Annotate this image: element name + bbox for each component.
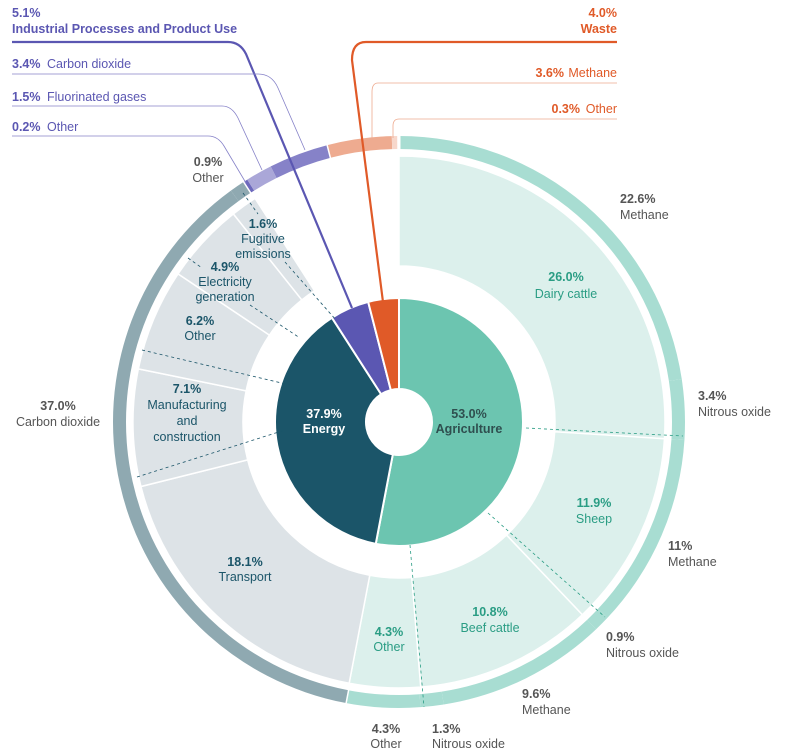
- energy-other-name: Other: [184, 329, 215, 343]
- electricity-value: 4.9%: [211, 260, 240, 274]
- transport-value: 18.1%: [227, 555, 262, 569]
- energy-other-gas-name: Other: [192, 171, 223, 185]
- ag-n2o-3-value: 1.3%: [432, 722, 461, 736]
- fugitive-line1: Fugitive: [241, 232, 285, 246]
- ag-methane-2-value: 11%: [668, 539, 692, 553]
- source-segment-fugitive-emissions: [232, 197, 316, 302]
- fugitive-value: 1.6%: [249, 217, 278, 231]
- transport-name: Transport: [218, 570, 272, 584]
- dairy-name: Dairy cattle: [535, 287, 598, 301]
- manufacturing-value: 7.1%: [173, 382, 202, 396]
- ag-methane-3-value: 9.6%: [522, 687, 551, 701]
- ag-other-name: Other: [373, 640, 404, 654]
- ag-n2o-1-name: Nitrous oxide: [698, 405, 771, 419]
- leader-lines: [12, 40, 617, 309]
- waste-other-value: 0.3%: [552, 102, 581, 116]
- gas-segment-fluorinated-gases: [247, 166, 277, 191]
- ippu-co2-value: 3.4%: [12, 57, 41, 71]
- pie-slice-waste: [366, 296, 400, 392]
- ippu-fgas-value: 1.5%: [12, 90, 41, 104]
- gas-segment-other: [343, 689, 421, 708]
- other-energy-leader: [141, 349, 291, 386]
- ippu-value: 5.1%: [12, 6, 41, 20]
- energy-pie-name: Energy: [303, 422, 345, 436]
- ag-methane-2-name: Methane: [668, 555, 717, 569]
- energy-co2-name: Carbon dioxide: [16, 415, 100, 429]
- dairy-n2o-leader: [525, 427, 684, 437]
- waste-methane-leader-line: [371, 82, 617, 140]
- ippu-co2-name: Carbon dioxide: [47, 57, 131, 71]
- ag-n2o-2-name: Nitrous oxide: [606, 646, 679, 660]
- ippu-other-name: Other: [47, 120, 78, 134]
- waste-leader-line: [350, 40, 617, 303]
- energy-other-value: 6.2%: [186, 314, 215, 328]
- ag-n2o-3-name: Nitrous oxide: [432, 737, 505, 751]
- manufacturing-line2: and: [177, 414, 198, 428]
- sheep-name: Sheep: [576, 512, 612, 526]
- ag-other-gas-value: 4.3%: [372, 722, 401, 736]
- chart-marks: [113, 133, 685, 708]
- energy-pie-value: 37.9%: [306, 407, 341, 421]
- ag-n2o-2-value: 0.9%: [606, 630, 635, 644]
- beef-value: 10.8%: [472, 605, 507, 619]
- ippu-name: Industrial Processes and Product Use: [12, 22, 237, 36]
- waste-methane-name: Methane: [568, 66, 617, 80]
- ag-other-gas-name: Other: [370, 737, 401, 751]
- energy-other-gas-value: 0.9%: [194, 155, 223, 169]
- ippu-fgas-name: Fluorinated gases: [47, 90, 146, 104]
- ag-methane-3-name: Methane: [522, 703, 571, 717]
- ippu-leader-line: [12, 40, 354, 309]
- ag-methane-1-name: Methane: [620, 208, 669, 222]
- gas-segment-methane: [399, 136, 682, 381]
- pie-slice-agriculture: [374, 296, 524, 547]
- electricity-line1: Electricity: [198, 275, 252, 289]
- ag-other-value: 4.3%: [375, 625, 404, 639]
- ag-n2o-1-value: 3.4%: [698, 389, 727, 403]
- sheep-value: 11.9%: [577, 496, 612, 510]
- fugitive-leader: [242, 192, 337, 321]
- manufacturing-line1: Manufacturing: [147, 398, 226, 412]
- gas-segment-methane: [441, 619, 597, 705]
- gas-segment-methane: [327, 136, 393, 158]
- ippu-fgas-leader-line: [12, 105, 263, 171]
- electricity-leader: [187, 257, 301, 339]
- gas-segment-carbon-dioxide: [113, 190, 348, 703]
- waste-other-name: Other: [586, 102, 617, 116]
- waste-other-leader-line: [392, 118, 617, 138]
- gas-segment-carbon-dioxide: [270, 144, 332, 178]
- gas-segment-nitrous-oxide: [668, 379, 685, 440]
- waste-value: 4.0%: [589, 6, 618, 20]
- sheep-n2o-leader: [487, 512, 606, 618]
- waste-methane-value: 3.6%: [536, 66, 565, 80]
- beef-name: Beef cattle: [460, 621, 519, 635]
- source-segment-transport: [140, 458, 371, 685]
- manufacturing-line3: construction: [153, 430, 220, 444]
- gas-segment-other: [391, 136, 398, 150]
- fugitive-line2: emissions: [235, 247, 291, 261]
- dairy-value: 26.0%: [548, 270, 583, 284]
- waste-callouts: 4.0% Waste Methane 3.6% Other 0.3%: [536, 6, 618, 116]
- gas-segment-other: [244, 179, 255, 193]
- pie-slice-energy: [274, 316, 394, 545]
- ag-methane-1-value: 22.6%: [620, 192, 655, 206]
- waste-name: Waste: [581, 22, 617, 36]
- gas-labels: 22.6% Methane 3.4% Nitrous oxide 11% Met…: [16, 155, 771, 751]
- agriculture-pie-value: 53.0%: [451, 407, 486, 421]
- agriculture-source-labels: 26.0% Dairy cattle 11.9% Sheep 10.8% Bee…: [373, 270, 612, 654]
- manufacturing-leader: [136, 429, 286, 478]
- source-segment-dairy-cattle: [398, 155, 666, 440]
- ippu-other-leader-line: [12, 135, 247, 184]
- gas-segment-methane: [598, 439, 685, 618]
- ippu-other-value: 0.2%: [12, 120, 41, 134]
- energy-co2-value: 37.0%: [40, 399, 75, 413]
- dashed-leaders: [136, 192, 684, 708]
- agriculture-pie-name: Agriculture: [436, 422, 503, 436]
- ippu-co2-leader-line: [12, 73, 306, 151]
- ippu-callouts: 5.1% Industrial Processes and Product Us…: [12, 6, 237, 134]
- gas-segment-nitrous-oxide: [419, 691, 444, 708]
- gas-segment-nitrous-oxide: [587, 608, 608, 630]
- energy-source-labels: 18.1% Transport 7.1% Manufacturing and c…: [147, 217, 290, 584]
- electricity-line2: generation: [195, 290, 254, 304]
